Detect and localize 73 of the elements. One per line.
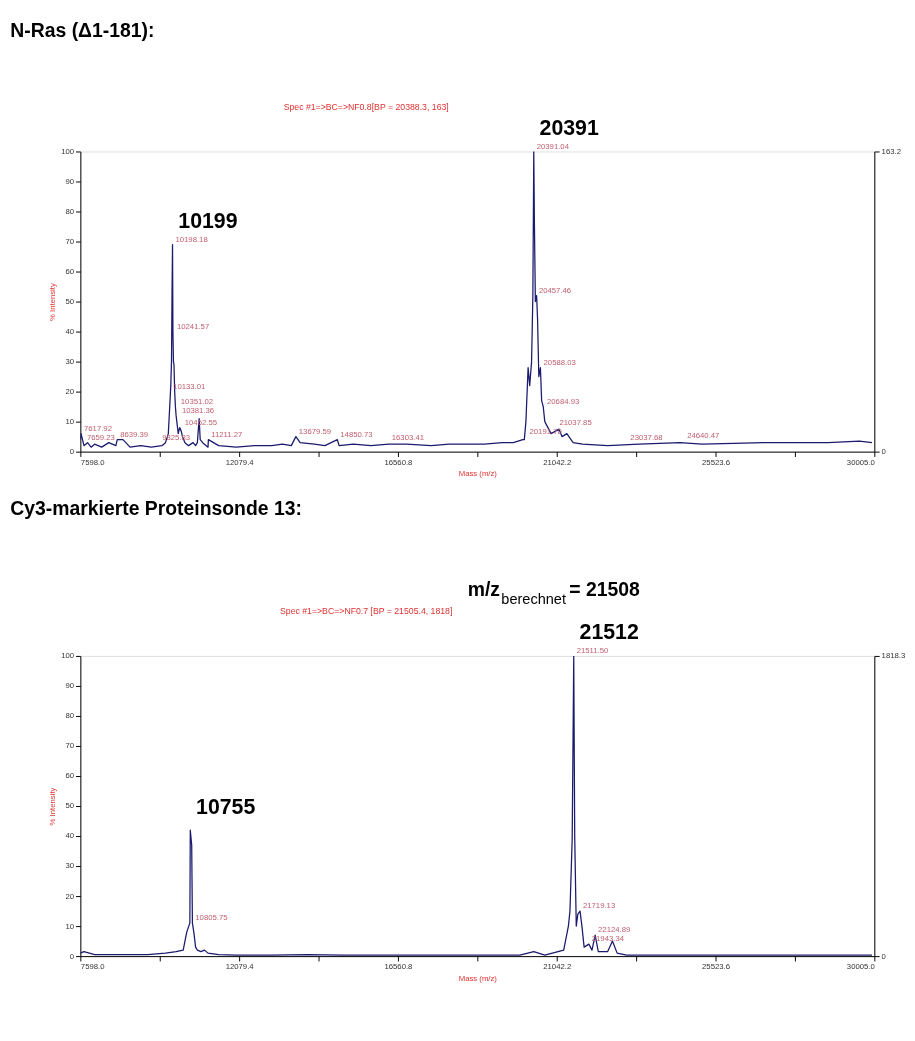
annotation: 10351.02: [180, 396, 214, 406]
y2-tick-label: 0: [881, 447, 886, 457]
x-tick-label: 30005.0: [846, 962, 875, 972]
y-tick-label: 40: [65, 327, 75, 337]
annotation: 20684.93: [546, 396, 580, 406]
y-tick-label: 0: [69, 447, 75, 457]
y-axis-title: % Intensity: [48, 283, 58, 321]
y-axis-title: % Intensity: [48, 787, 58, 826]
annotation: 23037.68: [630, 432, 663, 442]
x-tick-label: 21042.2: [543, 457, 572, 467]
x-tick-label: 25523.6: [702, 962, 731, 972]
chart-title: N-Ras (Δ1-181):: [10, 19, 155, 42]
y-tick-label: 100: [61, 146, 75, 156]
y2-tick-label: 163.2: [881, 146, 901, 156]
y-tick-label: 70: [65, 236, 75, 246]
annotation: 21719.13: [582, 901, 616, 911]
annotation: 13679.59: [298, 426, 332, 436]
annotation: 11211.27: [211, 429, 243, 439]
x-axis-title: Mass (m/z): [458, 973, 498, 983]
annotation: 21511.50: [576, 646, 609, 656]
line-series: [80, 151, 873, 448]
y-tick-label: 50: [65, 801, 75, 811]
chart-subtitle: Spec #1=>BC=>NF0.7 [BP = 21505.4, 1818]: [280, 606, 453, 617]
x-tick-label: 16560.8: [384, 457, 413, 467]
annotation: 21037.85: [559, 417, 592, 427]
y-tick-label: 50: [65, 296, 75, 306]
y-tick-label: 20: [65, 891, 75, 901]
y-tick-label: 10: [65, 921, 75, 931]
y-tick-label: 40: [65, 831, 75, 841]
y-tick-label: 90: [65, 681, 75, 691]
y-tick-label: 60: [65, 266, 75, 276]
annotation: 10381.36: [181, 405, 215, 415]
x-tick-label: 30005.0: [846, 457, 875, 467]
y-tick-label: 60: [65, 771, 75, 781]
y-tick-label: 80: [65, 206, 75, 216]
annotation: 10755: [196, 794, 256, 819]
annotation: 7617.92: [83, 423, 112, 433]
y-tick-label: 20: [65, 387, 75, 397]
x-tick-label: 7598.0: [80, 457, 105, 467]
y-tick-label: 0: [69, 951, 75, 961]
annotation: 10805.75: [195, 913, 228, 923]
x-tick-label: 12079.4: [225, 962, 255, 972]
annotation: 10241.57: [176, 321, 210, 331]
y2-tick-label: 0: [881, 951, 886, 961]
y2-tick-label: 1818.3: [881, 651, 906, 661]
annotation: 24640.47: [687, 431, 720, 441]
y-tick-label: 70: [65, 741, 75, 751]
x-tick-label: 25523.6: [702, 457, 731, 467]
annotation: 7659.23: [86, 432, 115, 442]
y-tick-label: 30: [65, 861, 75, 871]
annotation: 22124.89: [598, 925, 631, 935]
annotation: 21512: [579, 620, 639, 645]
annotation: 10199: [178, 209, 238, 234]
annotation: 8639.39: [120, 429, 149, 439]
annotation: 20391.04: [536, 141, 570, 151]
annotation: 20588.03: [543, 357, 576, 367]
y-tick-label: 100: [61, 651, 75, 661]
x-tick-label: 21042.2: [543, 962, 572, 972]
annotation: 14850.73: [340, 429, 373, 439]
x-tick-label: 12079.4: [225, 457, 255, 467]
annotation: 20391: [539, 116, 599, 141]
y-tick-label: 80: [65, 711, 75, 721]
y-tick-label: 10: [65, 417, 75, 427]
annotation: 10198.18: [175, 234, 208, 244]
chart-title: Cy3-markierte Proteinsonde 13:: [10, 496, 302, 519]
x-tick-label: 16560.8: [384, 962, 413, 972]
annotation: 16303.41: [391, 432, 424, 442]
y-tick-label: 30: [65, 357, 75, 367]
x-axis-title: Mass (m/z): [458, 469, 498, 479]
y-tick-label: 90: [65, 176, 75, 186]
chart-subtitle: Spec #1=>BC=>NF0.8[BP = 20388.3, 163]: [283, 101, 449, 112]
x-tick-label: 7598.0: [80, 962, 105, 972]
annotation: 20457.46: [538, 285, 572, 295]
